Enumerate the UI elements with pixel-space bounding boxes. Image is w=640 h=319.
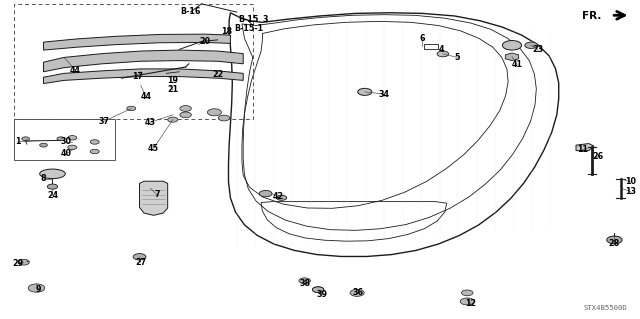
Circle shape bbox=[461, 290, 473, 296]
Text: 19: 19 bbox=[167, 76, 179, 85]
Text: 10: 10 bbox=[625, 177, 636, 186]
Text: 5: 5 bbox=[455, 53, 460, 62]
Text: 3: 3 bbox=[263, 15, 268, 24]
Text: 36: 36 bbox=[353, 288, 364, 297]
Polygon shape bbox=[44, 50, 243, 72]
Ellipse shape bbox=[502, 41, 522, 50]
Text: 42: 42 bbox=[273, 192, 284, 201]
Circle shape bbox=[312, 287, 324, 293]
Text: 26: 26 bbox=[593, 152, 604, 161]
Polygon shape bbox=[44, 34, 230, 50]
Text: 28: 28 bbox=[609, 239, 620, 248]
Text: 29: 29 bbox=[12, 259, 24, 268]
Text: 4: 4 bbox=[439, 45, 444, 54]
Circle shape bbox=[57, 137, 65, 141]
Bar bbox=[424, 44, 438, 49]
Circle shape bbox=[68, 145, 77, 150]
Text: 37: 37 bbox=[99, 117, 110, 126]
Text: 6: 6 bbox=[420, 34, 425, 43]
Circle shape bbox=[28, 284, 45, 292]
Text: 18: 18 bbox=[221, 27, 233, 36]
Text: 7: 7 bbox=[154, 190, 159, 199]
Circle shape bbox=[133, 254, 146, 260]
Text: 24: 24 bbox=[47, 191, 58, 200]
Text: 20: 20 bbox=[199, 37, 211, 46]
Text: 44: 44 bbox=[140, 92, 152, 101]
Text: 27: 27 bbox=[135, 258, 147, 267]
Ellipse shape bbox=[437, 51, 449, 57]
Circle shape bbox=[22, 137, 29, 141]
Text: 44: 44 bbox=[70, 66, 81, 75]
Text: B-15: B-15 bbox=[238, 15, 259, 24]
Circle shape bbox=[180, 106, 191, 111]
Text: 12: 12 bbox=[465, 299, 476, 308]
Text: STX4B5500D: STX4B5500D bbox=[584, 305, 627, 311]
Circle shape bbox=[525, 42, 538, 48]
Text: 30: 30 bbox=[60, 137, 72, 146]
Text: B-15-1: B-15-1 bbox=[234, 24, 263, 33]
Polygon shape bbox=[140, 181, 168, 215]
Bar bbox=[14, 119, 115, 160]
Circle shape bbox=[180, 112, 191, 118]
Circle shape bbox=[259, 190, 272, 197]
Circle shape bbox=[18, 259, 29, 265]
Text: 22: 22 bbox=[212, 70, 223, 78]
Ellipse shape bbox=[358, 88, 372, 95]
Text: 17: 17 bbox=[132, 72, 143, 81]
Circle shape bbox=[607, 236, 622, 244]
Text: 11: 11 bbox=[577, 145, 588, 154]
Text: 40: 40 bbox=[60, 149, 72, 158]
Text: 38: 38 bbox=[300, 279, 311, 288]
Circle shape bbox=[40, 143, 47, 147]
Text: 13: 13 bbox=[625, 187, 636, 196]
Text: 45: 45 bbox=[148, 144, 159, 153]
Circle shape bbox=[90, 149, 99, 154]
Circle shape bbox=[68, 136, 77, 140]
Text: 39: 39 bbox=[316, 290, 328, 299]
Circle shape bbox=[168, 117, 178, 122]
Text: 21: 21 bbox=[167, 85, 179, 94]
Circle shape bbox=[127, 106, 136, 111]
Bar bbox=[14, 4, 253, 119]
Circle shape bbox=[47, 184, 58, 189]
Text: FR.: FR. bbox=[582, 11, 602, 21]
Text: 43: 43 bbox=[145, 118, 156, 127]
Circle shape bbox=[218, 115, 230, 121]
Text: 41: 41 bbox=[511, 60, 523, 69]
Text: 9: 9 bbox=[36, 285, 41, 294]
Polygon shape bbox=[44, 69, 243, 84]
Text: 8: 8 bbox=[41, 174, 46, 183]
Text: B-16: B-16 bbox=[180, 7, 201, 16]
Circle shape bbox=[350, 289, 364, 296]
Text: 1: 1 bbox=[15, 137, 20, 146]
Ellipse shape bbox=[40, 169, 65, 179]
Circle shape bbox=[207, 109, 221, 116]
Text: 34: 34 bbox=[378, 90, 390, 99]
Text: 23: 23 bbox=[532, 45, 543, 54]
Circle shape bbox=[299, 278, 310, 284]
Circle shape bbox=[460, 298, 474, 305]
Circle shape bbox=[90, 140, 99, 144]
Polygon shape bbox=[576, 144, 594, 151]
Circle shape bbox=[276, 195, 287, 200]
